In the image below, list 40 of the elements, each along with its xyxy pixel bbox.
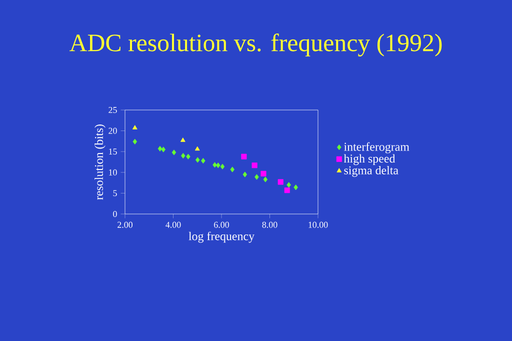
point bbox=[252, 162, 258, 168]
legend-label: high speed bbox=[344, 154, 396, 166]
point bbox=[241, 154, 247, 160]
x-tick-label: 2.00 bbox=[118, 222, 133, 228]
point bbox=[172, 150, 176, 156]
y-tick-label: 0 bbox=[113, 210, 117, 218]
y-tick-label: 10 bbox=[109, 169, 117, 176]
point bbox=[263, 176, 268, 182]
point bbox=[294, 184, 298, 190]
point bbox=[180, 138, 186, 142]
x-tick-label: 10.00 bbox=[308, 222, 328, 228]
x-tick-label: 8.00 bbox=[262, 222, 278, 228]
point bbox=[286, 182, 291, 188]
y-axis-title: resolution (bits) bbox=[94, 124, 106, 200]
point bbox=[186, 154, 190, 160]
point bbox=[254, 174, 259, 180]
point bbox=[132, 125, 138, 130]
point bbox=[242, 172, 248, 178]
point bbox=[212, 162, 217, 168]
point bbox=[220, 164, 225, 170]
point bbox=[230, 166, 234, 172]
y-tick-label: 15 bbox=[109, 148, 117, 155]
legend-label: interferogram bbox=[344, 142, 410, 154]
point bbox=[161, 146, 166, 152]
point bbox=[284, 187, 290, 194]
point bbox=[216, 162, 220, 168]
y-tick-label: 20 bbox=[108, 128, 117, 134]
y-tick-label: 5 bbox=[113, 190, 117, 196]
point bbox=[194, 146, 200, 151]
point bbox=[260, 170, 266, 176]
point bbox=[158, 146, 162, 152]
point bbox=[278, 179, 284, 185]
x-tick-label: 6.00 bbox=[214, 222, 230, 228]
point bbox=[132, 138, 138, 144]
legend-label: sigma delta bbox=[344, 166, 398, 177]
y-tick-label: 25 bbox=[108, 106, 117, 114]
x-axis-title: log frequency bbox=[188, 232, 254, 243]
x-tick-label: 4.00 bbox=[166, 222, 181, 228]
point bbox=[195, 157, 200, 163]
chart-title: ADC resolution vs. frequency (1992) bbox=[69, 34, 442, 56]
